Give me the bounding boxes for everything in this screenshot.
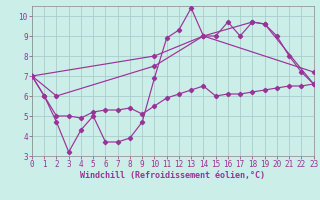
X-axis label: Windchill (Refroidissement éolien,°C): Windchill (Refroidissement éolien,°C) [80,171,265,180]
